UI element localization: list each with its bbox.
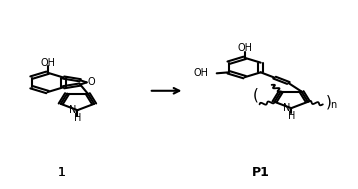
Text: 1: 1 <box>58 166 66 179</box>
Text: OH: OH <box>237 43 252 53</box>
Text: P1: P1 <box>252 166 270 179</box>
Text: n: n <box>330 100 337 110</box>
Text: (: ( <box>253 87 259 102</box>
Text: N: N <box>69 105 77 115</box>
Text: 1: 1 <box>58 166 66 179</box>
Text: H: H <box>74 113 81 123</box>
Text: O: O <box>87 77 95 87</box>
Text: H: H <box>287 111 295 121</box>
Text: OH: OH <box>40 58 55 68</box>
Text: OH: OH <box>193 68 208 78</box>
Text: N: N <box>283 103 290 113</box>
Text: ): ) <box>325 95 332 110</box>
